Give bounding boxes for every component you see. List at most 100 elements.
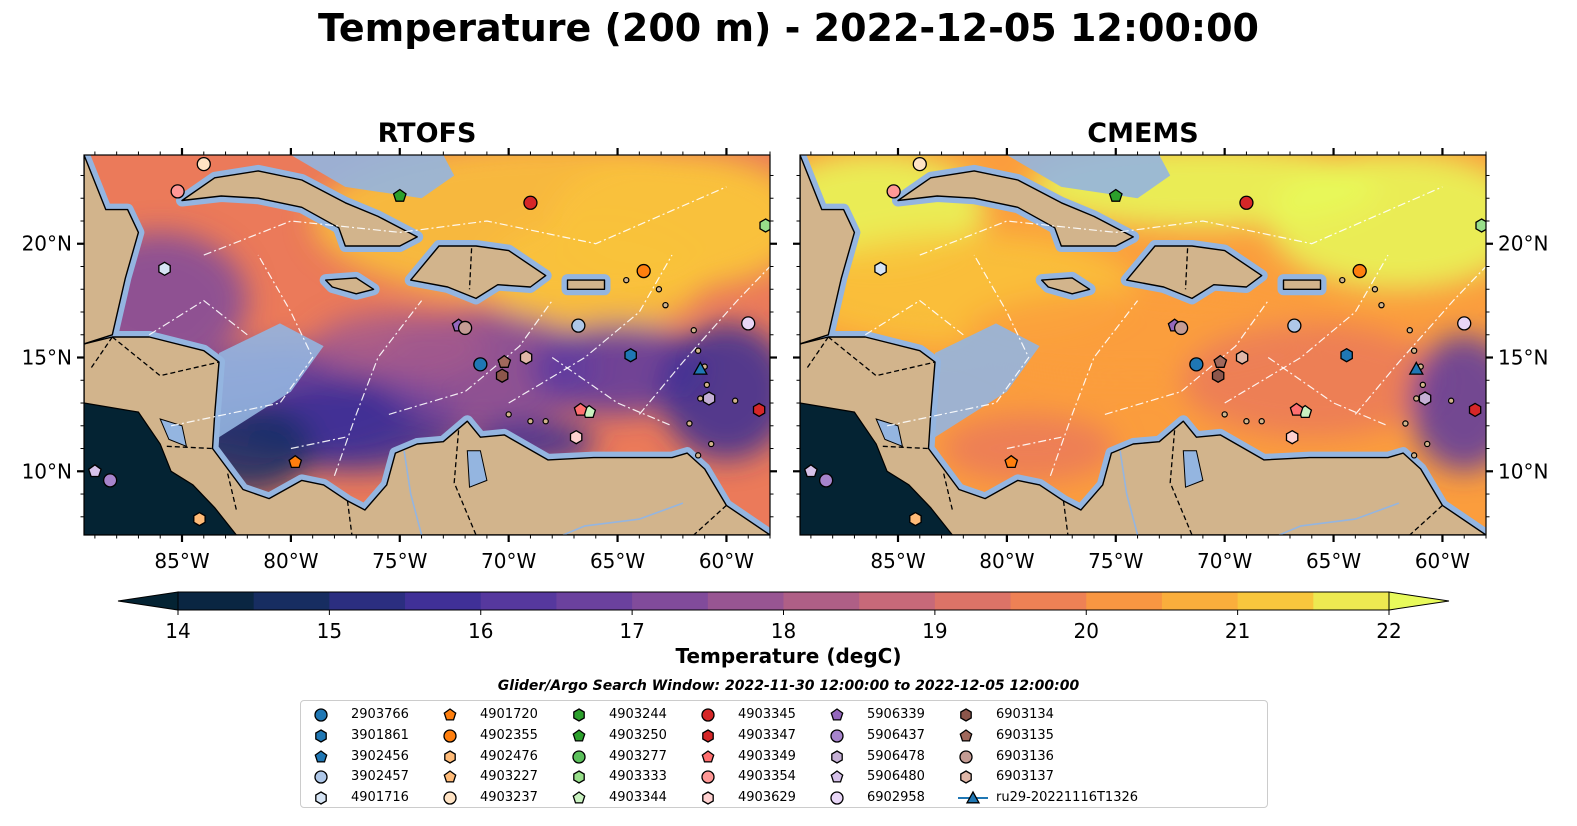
float-marker-6903134 <box>1211 368 1225 383</box>
legend-label: 3901861 <box>351 727 409 743</box>
colorbar-segment <box>632 592 709 610</box>
lat-tick-label: 10°N <box>22 459 72 483</box>
panel-title-rtofs: RTOFS <box>377 118 477 149</box>
colorbar-tick-label: 19 <box>922 619 947 643</box>
colorbar-extend-high <box>1388 591 1450 611</box>
float-marker-4903629 <box>1285 429 1299 445</box>
hexagon-marker-icon <box>315 729 327 743</box>
colorbar-segment <box>934 592 1012 610</box>
float-marker-4903354 <box>170 184 185 199</box>
lat-tick-label: 20°N <box>1498 232 1548 256</box>
lon-tick-label: 85°W <box>154 549 209 573</box>
float-marker-6903136 <box>457 320 473 336</box>
float-marker-6902958 <box>1457 316 1472 331</box>
colorbar-segment <box>1086 592 1163 610</box>
colorbar-segment <box>859 592 936 610</box>
lon-tick-label: 75°W <box>372 549 427 573</box>
lon-tick-label: 75°W <box>1088 549 1143 573</box>
pentagon-marker-icon <box>701 749 715 763</box>
hexagon-marker-icon <box>315 791 327 805</box>
float-marker-6903135 <box>497 354 512 368</box>
legend-label: 6902958 <box>867 790 925 806</box>
float-marker-5906478 <box>1418 391 1432 406</box>
colorbar-segment <box>707 592 784 610</box>
lon-tick-label: 60°W <box>699 549 754 573</box>
float-marker-4902476 <box>909 511 922 527</box>
circle-marker-icon <box>572 749 586 764</box>
hexagon-marker-icon <box>444 749 456 764</box>
legend-label: 5906437 <box>867 727 925 743</box>
legend-label: 5906339 <box>867 707 925 722</box>
float-marker-4903333 <box>759 218 770 233</box>
float-marker-4901720 <box>288 454 303 469</box>
lon-tick-label: 70°W <box>481 549 536 573</box>
circle-marker-icon <box>314 708 328 722</box>
legend-label: 6903137 <box>996 769 1054 785</box>
float-marker-3901861 <box>624 347 637 363</box>
float-marker-4903237 <box>196 156 211 172</box>
float-marker-ru29-20221116T1326 <box>692 361 708 375</box>
float-marker-4903349 <box>1289 402 1304 416</box>
float-marker-4903250 <box>392 188 407 202</box>
legend-label: ru29-20221116T1326 <box>996 790 1139 806</box>
float-marker-4902355 <box>1352 263 1367 279</box>
float-marker-3902457 <box>1287 318 1302 333</box>
legend-label: 5906480 <box>867 769 925 785</box>
float-marker-4903237 <box>912 156 927 172</box>
legend-label: 4903237 <box>480 790 538 806</box>
circle-marker-icon <box>830 791 844 805</box>
colorbar-tick-label: 15 <box>317 619 342 643</box>
lon-tick-label: 65°W <box>590 549 645 573</box>
hexagon-marker-icon <box>831 749 843 764</box>
colorbar-segment <box>480 592 557 610</box>
colorbar-segment <box>405 592 482 610</box>
colorbar-segment <box>1161 592 1239 610</box>
pentagon-marker-icon <box>443 708 457 721</box>
float-marker-4901716 <box>158 261 171 277</box>
float-marker-4903347 <box>1468 402 1482 418</box>
legend-label: 4903333 <box>609 769 667 785</box>
lon-tick-label: 85°W <box>870 549 925 573</box>
float-marker-4903347 <box>752 402 766 418</box>
hexagon-marker-icon <box>702 791 714 805</box>
float-marker-4902476 <box>193 511 206 527</box>
float-marker-6903135 <box>1213 354 1228 368</box>
float-marker-4903629 <box>569 429 583 445</box>
search-window-text: Glider/Argo Search Window: 2022-11-30 12… <box>497 678 1080 694</box>
legend-label: 3902456 <box>351 748 409 764</box>
legend-label: 4902355 <box>480 727 538 743</box>
legend-label: 4903244 <box>609 707 667 722</box>
legend-label: 2903766 <box>351 707 409 722</box>
float-marker-6903137 <box>1235 350 1249 365</box>
circle-marker-icon <box>959 749 973 764</box>
float-marker-5906437 <box>102 473 118 488</box>
legend-label: 4901716 <box>351 790 409 806</box>
colorbar-segment <box>1010 592 1087 610</box>
circle-marker-icon <box>443 791 457 805</box>
pentagon-marker-icon <box>959 728 973 742</box>
legend-label: 4903349 <box>738 748 796 764</box>
triangle-marker-icon <box>958 790 988 804</box>
float-marker-2903766 <box>1189 357 1204 372</box>
lat-tick-label: 10°N <box>1498 459 1548 483</box>
colorbar-label: Temperature (degC) <box>675 644 902 668</box>
figure-title: Temperature (200 m) - 2022-12-05 12:00:0… <box>317 6 1259 50</box>
lon-tick-label: 70°W <box>1197 549 1252 573</box>
float-marker-4903349 <box>573 402 588 416</box>
lon-tick-label: 60°W <box>1415 549 1470 573</box>
legend-label: 4901720 <box>480 707 538 722</box>
float-marker-4901716 <box>874 261 887 277</box>
float-marker-3902457 <box>571 318 586 333</box>
legend-label: 4903354 <box>738 769 796 785</box>
float-marker-ru29-20221116T1326 <box>1408 361 1424 375</box>
colorbar-segment <box>1313 592 1390 610</box>
pentagon-marker-icon <box>572 728 586 742</box>
colorbar-extend-low <box>117 591 179 611</box>
lat-tick-label: 15°N <box>1498 346 1548 370</box>
colorbar-segment <box>253 592 330 610</box>
float-marker-4902355 <box>636 263 651 279</box>
lon-tick-label: 80°W <box>263 549 318 573</box>
lat-tick-label: 20°N <box>22 232 72 256</box>
legend-label: 6903135 <box>996 727 1054 743</box>
circle-marker-icon <box>443 729 457 743</box>
